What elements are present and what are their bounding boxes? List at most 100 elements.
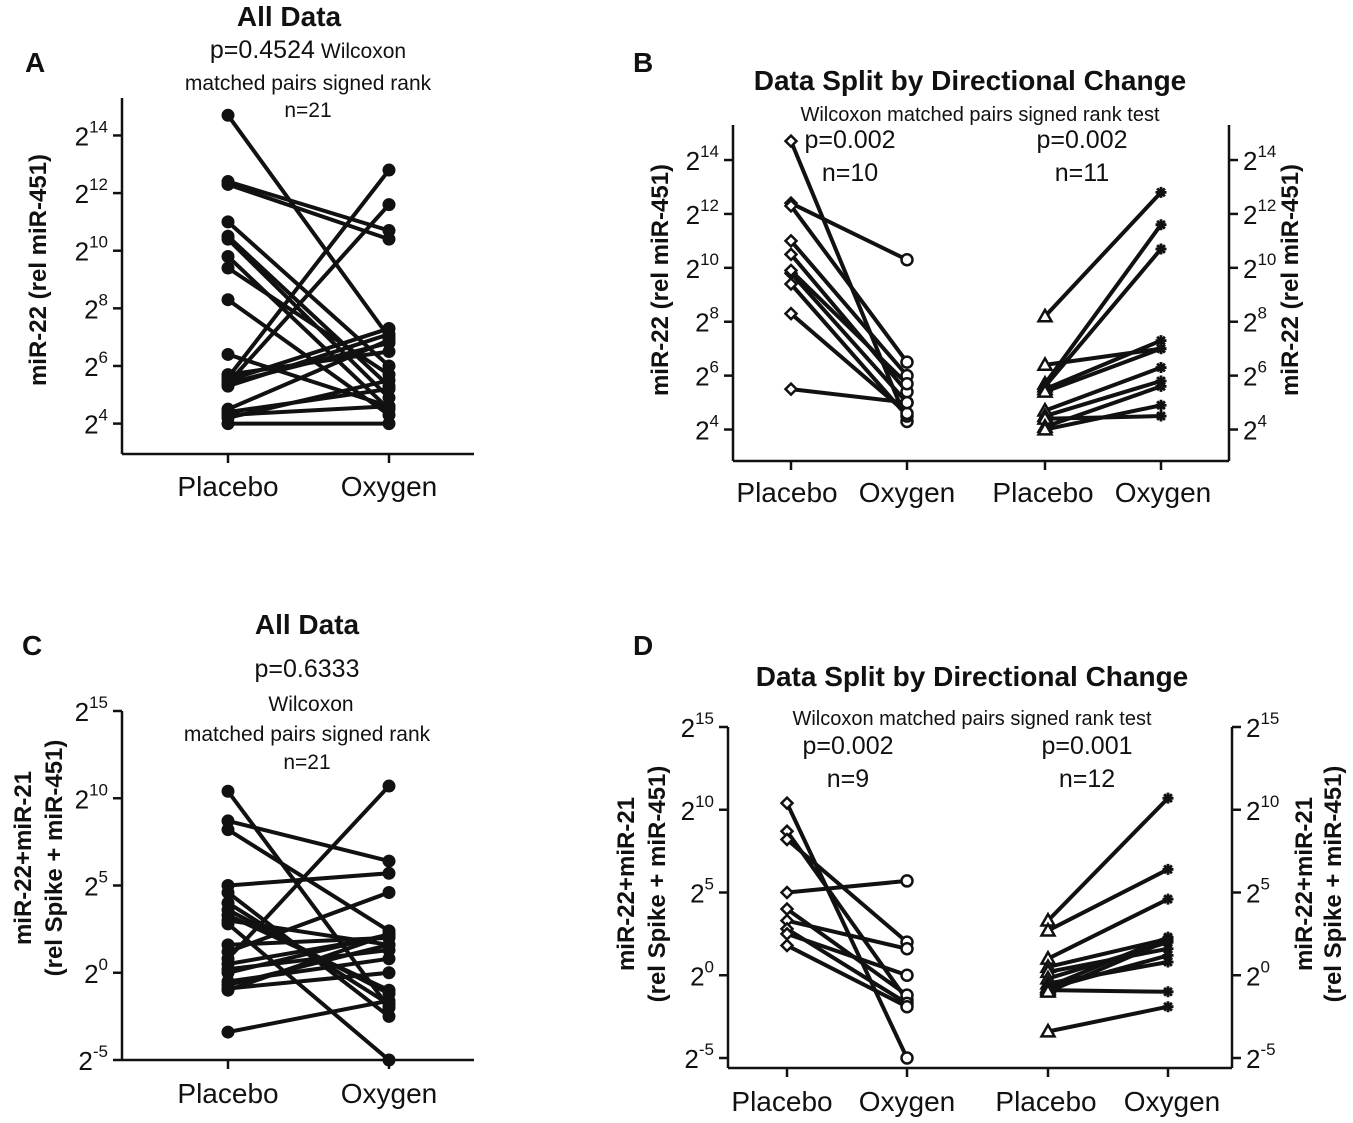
panel-d: D Data Split by Directional Change Wilco…	[613, 630, 1347, 1117]
panel-d-group1-point-placebo	[779, 885, 795, 900]
panel-d-group2-point-placebo	[1039, 1022, 1057, 1038]
panel-b-group2-point-oxygen	[1155, 362, 1167, 374]
panel-b-group1-point-oxygen	[900, 355, 914, 369]
panel-c-point-oxygen	[382, 866, 396, 880]
panel-b-y-axis-right-tick-label: 210	[1243, 250, 1276, 284]
panel-b-group2-p: p=0.002	[1036, 126, 1127, 154]
panel-a-point-oxygen	[382, 163, 396, 177]
panel-b-group1-point-oxygen	[900, 252, 914, 267]
panel-c-pair-line	[227, 998, 390, 1035]
panel-c-pair-line	[226, 784, 391, 961]
panel-a-pair-line	[226, 255, 391, 411]
panel-a-point-placebo	[221, 261, 235, 275]
panel-d-y-label-left-line2: (rel Spike + miR-451)	[644, 766, 671, 1003]
panel-d-group2-point-oxygen	[1162, 934, 1174, 946]
panel-c-pair-line	[227, 942, 390, 987]
panel-b-x-tick-placebo-1: Placebo	[736, 477, 837, 508]
panel-b-x-tick-oxygen-2: Oxygen	[1115, 477, 1212, 508]
panel-b-group2-pair-line	[1043, 191, 1163, 318]
panel-b-group2-point-placebo	[1036, 355, 1054, 371]
panel-d-group2-pair-line	[1047, 1004, 1169, 1034]
panel-b-letter: B	[633, 47, 653, 78]
panel-c-point-oxygen	[382, 854, 396, 868]
panel-a-y-axis-tick-label: 212	[75, 175, 108, 209]
panel-d-letter: D	[633, 630, 653, 661]
panel-b-y-axis-left-tick-label: 214	[686, 142, 719, 176]
panel-c-point-oxygen	[382, 952, 396, 966]
panel-b-y-axis-left-tick-label: 210	[686, 250, 719, 284]
panel-d-group1-n: n=9	[827, 765, 869, 793]
panel-b-x-tick-placebo-2: Placebo	[992, 477, 1093, 508]
panel-c-point-placebo	[221, 1025, 235, 1039]
panel-c-pair-line	[227, 818, 390, 864]
panel-d-group1-point-oxygen	[900, 942, 914, 956]
panel-a-point-placebo	[221, 293, 235, 307]
panel-a-y-axis-tick-label: 210	[75, 233, 108, 267]
panel-c-y-label-line2: (rel Spike + miR-451)	[41, 740, 68, 977]
panel-a-y-axis-tick-label: 26	[84, 348, 108, 382]
panel-a-letter: A	[25, 47, 45, 78]
panel-a-pair-line	[227, 378, 390, 420]
panel-c-pair-line	[227, 932, 390, 975]
panel-d-y-axis-right-tick-label: 20	[1246, 957, 1270, 991]
panel-a-p-value: p=0.4524	[210, 36, 315, 64]
panel-d-group1-point-oxygen	[900, 874, 914, 888]
panel-d-group1-point-oxygen	[900, 1051, 914, 1065]
panel-a-point-oxygen	[382, 417, 396, 431]
panel-c-point-oxygen	[382, 1053, 396, 1067]
panel-d-y-axis-right-tick-label: 25	[1246, 875, 1270, 909]
panel-c-point-oxygen	[382, 994, 396, 1008]
panel-a-pair-line	[227, 332, 390, 389]
panel-d-group1-point-oxygen	[900, 968, 914, 982]
panel-a-pair-line	[226, 234, 391, 388]
panel-b-group1-pair-line	[789, 253, 909, 394]
panel-d-group1-pair-line	[785, 838, 909, 944]
panel-c-n: n=21	[283, 751, 330, 774]
panel-d-group1-pair-line	[786, 931, 908, 978]
panel-d-title: Data Split by Directional Change	[756, 661, 1189, 692]
panel-c-title: All Data	[255, 609, 360, 640]
panel-d-group1-pair-line	[786, 943, 908, 1009]
panel-d-group2-point-oxygen	[1162, 893, 1174, 905]
panel-d-group1-pair-line	[785, 830, 909, 1002]
panel-a-point-oxygen	[382, 232, 396, 246]
panel-d-group2-point-oxygen	[1162, 949, 1174, 961]
panel-b-group1-pair-line	[790, 387, 908, 405]
panel-a-pair-line	[227, 352, 390, 409]
panel-c-y-label-line1: miR-22+miR-21	[10, 771, 37, 945]
panel-c-point-placebo	[221, 784, 235, 798]
panel-c-y-axis-tick-label: 25	[84, 868, 108, 902]
panel-d-group2-pair-line	[1047, 935, 1169, 989]
panel-d-x-tick-placebo-2: Placebo	[995, 1086, 1096, 1117]
panel-b-group1-pair-line	[789, 269, 909, 386]
panel-b: B Data Split by Directional Change Wilco…	[633, 47, 1304, 508]
panel-b-y-axis-left-tick-label: 26	[695, 358, 719, 392]
panel-b-group1-point-placebo	[783, 198, 799, 214]
panel-a: A All Data p=0.4524 Wilcoxon matched pair…	[25, 1, 474, 502]
panel-b-group2-point-oxygen	[1155, 410, 1167, 422]
panel-a-x-tick-oxygen: Oxygen	[341, 471, 438, 502]
panel-c-point-oxygen	[382, 966, 396, 980]
panel-b-group1-point-placebo	[783, 233, 799, 249]
panel-b-group1-pair-line	[790, 201, 908, 262]
panel-d-group2-pair-line	[1047, 897, 1169, 961]
panel-d-plot: 2-5 20 25 210 215 2-5 20 25 210 215	[681, 709, 1279, 1077]
panel-b-group2-point-oxygen	[1155, 380, 1167, 392]
panel-d-group2-pair-line	[1047, 988, 1169, 994]
panel-c-point-placebo	[221, 917, 235, 931]
panel-d-x-tick-placebo-1: Placebo	[731, 1086, 832, 1117]
panel-c-y-axis-tick-label: 2-5	[78, 1042, 108, 1076]
panel-c-point-oxygen	[382, 779, 396, 793]
panel-b-group1-point-placebo	[783, 276, 799, 292]
panel-d-y-axis-right-tick-label: 2-5	[1246, 1040, 1276, 1074]
panel-d-group2-pair-line	[1046, 796, 1170, 923]
panel-c-point-oxygen	[382, 983, 396, 997]
panel-a-pair-line	[226, 237, 391, 400]
panel-d-group2-pair-line	[1047, 867, 1169, 933]
panel-c-point-placebo	[221, 885, 235, 899]
panel-a-pair-line	[227, 338, 390, 412]
panel-c-p-value: p=0.6333	[255, 655, 360, 683]
panel-b-group1-point-placebo	[783, 381, 799, 397]
panel-d-group2-n: n=12	[1059, 765, 1115, 793]
panel-a-test-suffix: Wilcoxon	[321, 40, 406, 63]
